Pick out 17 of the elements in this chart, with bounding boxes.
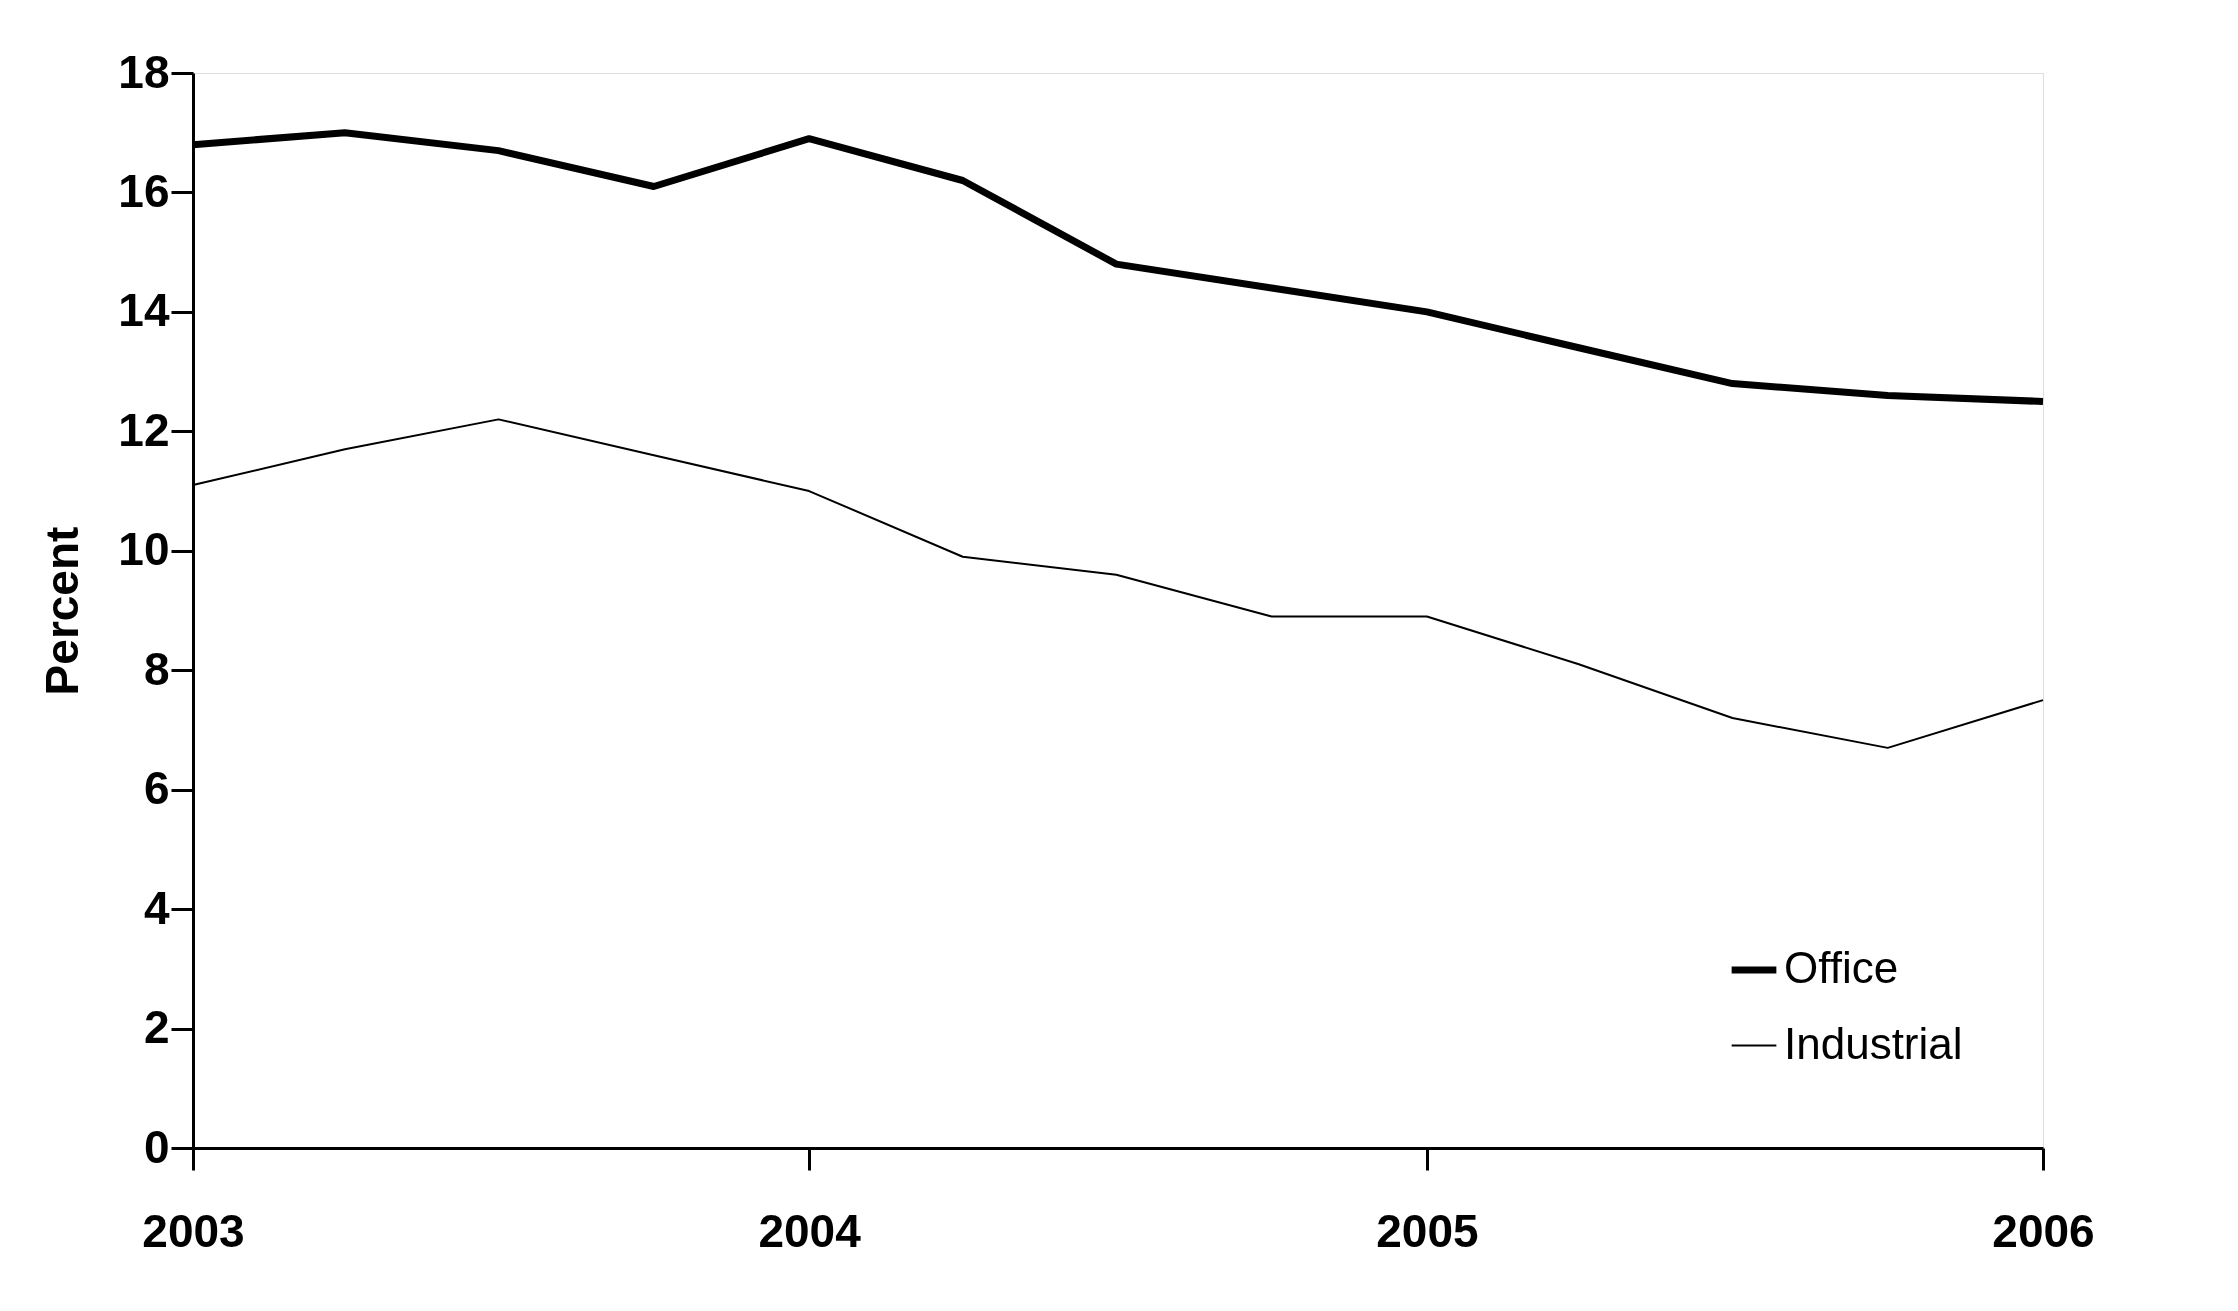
y-axis-title: Percent — [36, 526, 89, 696]
legend-label: Industrial — [1784, 1018, 1963, 1068]
y-tick-label: 0 — [143, 1120, 170, 1173]
y-tick-label: 18 — [118, 45, 170, 98]
x-tick-label: 2004 — [758, 1204, 862, 1257]
y-tick-label: 4 — [143, 881, 170, 934]
x-tick-label: 2005 — [1376, 1204, 1479, 1257]
legend-label: Office — [1784, 943, 1899, 992]
y-tick-label: 14 — [118, 284, 170, 337]
y-tick-label: 6 — [143, 762, 170, 815]
y-tick-label: 10 — [118, 523, 170, 576]
x-tick-label: 2006 — [1992, 1204, 2095, 1257]
x-tick-label: 2003 — [142, 1204, 245, 1257]
y-tick-label: 16 — [118, 164, 170, 217]
y-tick-label: 2 — [143, 1001, 170, 1054]
y-tick-label: 12 — [118, 403, 170, 456]
y-tick-label: 8 — [143, 642, 170, 695]
